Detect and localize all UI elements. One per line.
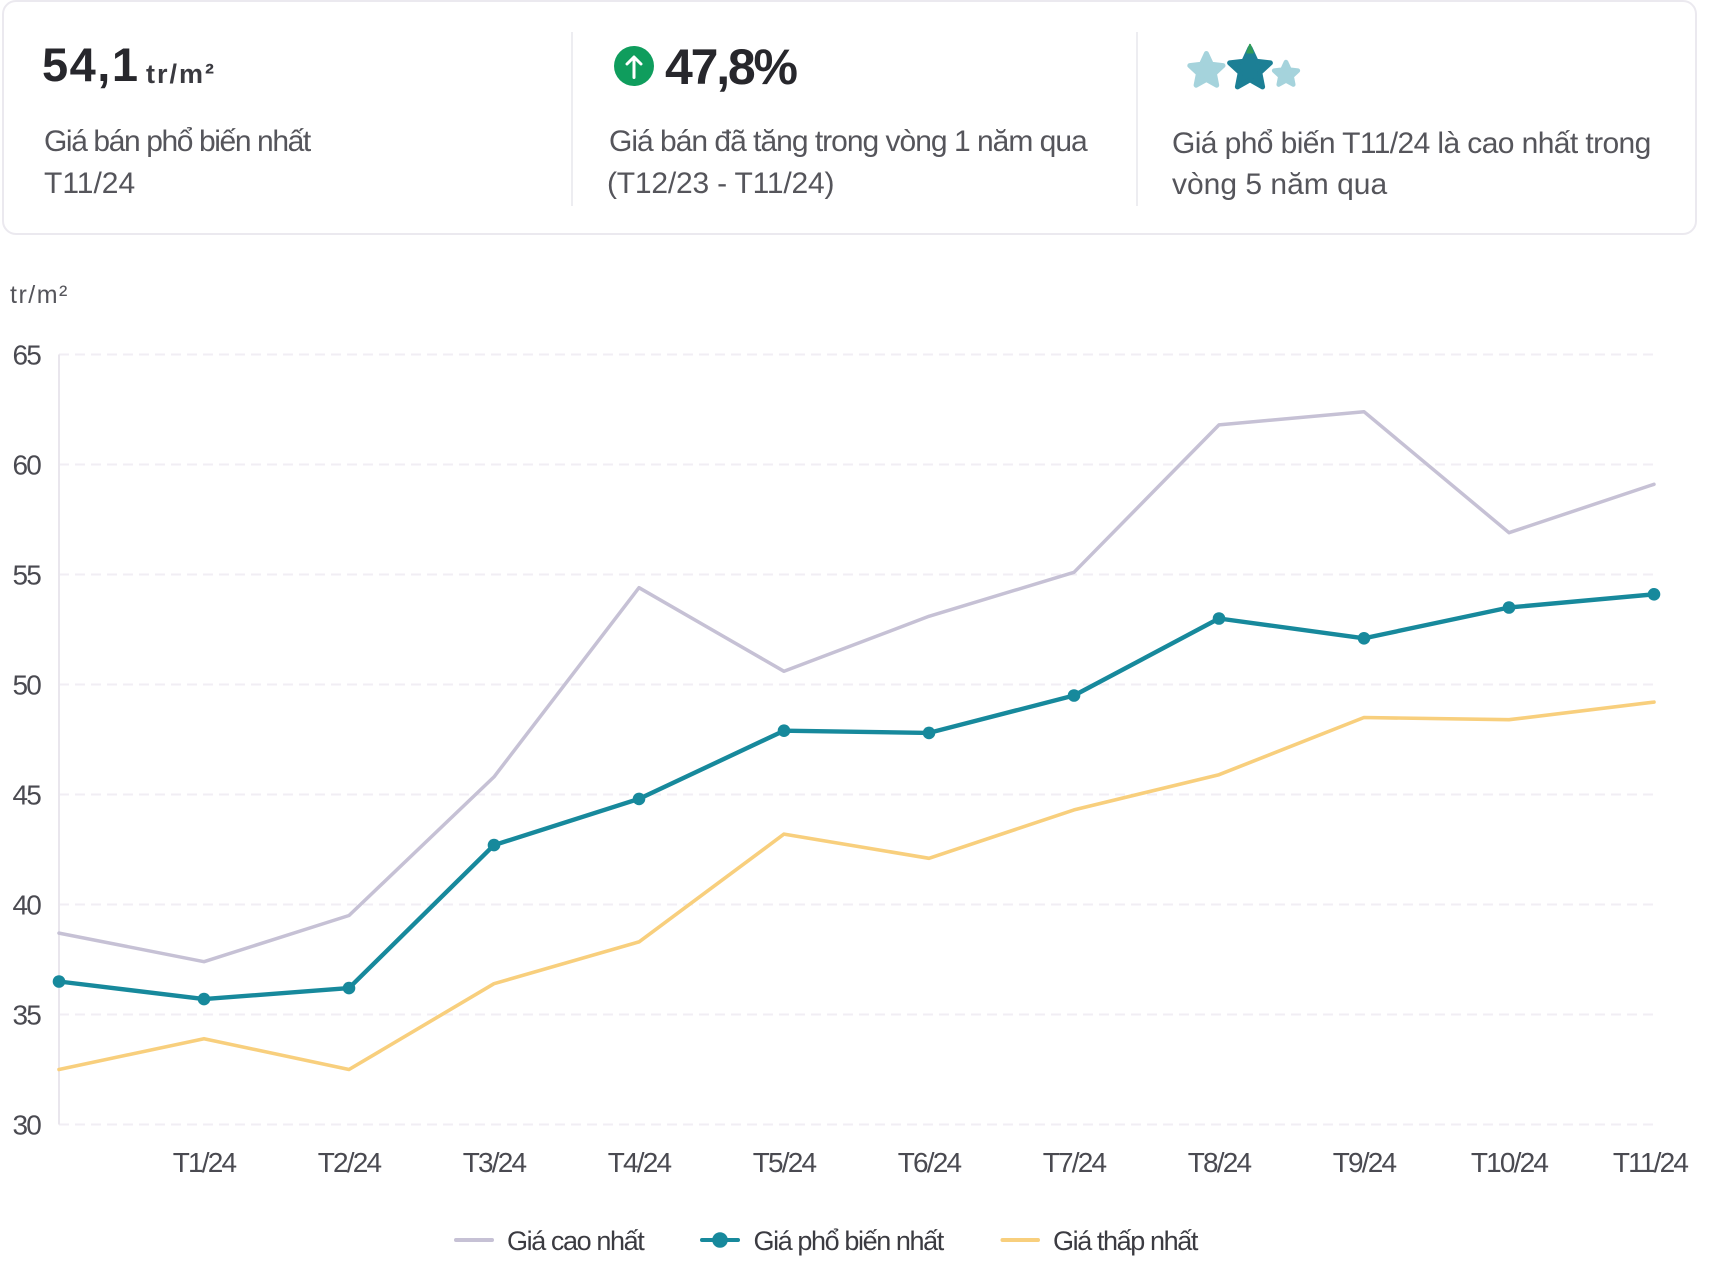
svg-text:65: 65: [12, 340, 41, 371]
svg-text:tr/m²: tr/m²: [10, 281, 69, 309]
svg-text:T9/24: T9/24: [1333, 1147, 1397, 1178]
svg-text:T8/24: T8/24: [1188, 1147, 1252, 1178]
svg-text:T11/24: T11/24: [1613, 1147, 1689, 1178]
svg-text:35: 35: [12, 1000, 41, 1031]
svg-text:T3/24: T3/24: [463, 1147, 527, 1178]
svg-text:T4/24: T4/24: [608, 1147, 672, 1178]
svg-text:T6/24: T6/24: [898, 1147, 962, 1178]
svg-text:55: 55: [12, 560, 41, 591]
svg-text:T7/24: T7/24: [1043, 1147, 1107, 1178]
svg-text:T1/24: T1/24: [173, 1147, 237, 1178]
svg-text:Giá phổ biến nhất: Giá phổ biến nhất: [754, 1226, 945, 1256]
svg-text:40: 40: [12, 890, 41, 921]
svg-text:45: 45: [12, 780, 41, 811]
svg-text:50: 50: [12, 670, 41, 701]
svg-text:Giá cao nhất: Giá cao nhất: [507, 1226, 645, 1256]
svg-text:T5/24: T5/24: [753, 1147, 817, 1178]
svg-text:T2/24: T2/24: [318, 1147, 382, 1178]
svg-text:Giá thấp nhất: Giá thấp nhất: [1053, 1226, 1199, 1256]
svg-text:T10/24: T10/24: [1471, 1147, 1549, 1178]
svg-text:30: 30: [12, 1110, 41, 1141]
svg-text:60: 60: [12, 450, 41, 481]
